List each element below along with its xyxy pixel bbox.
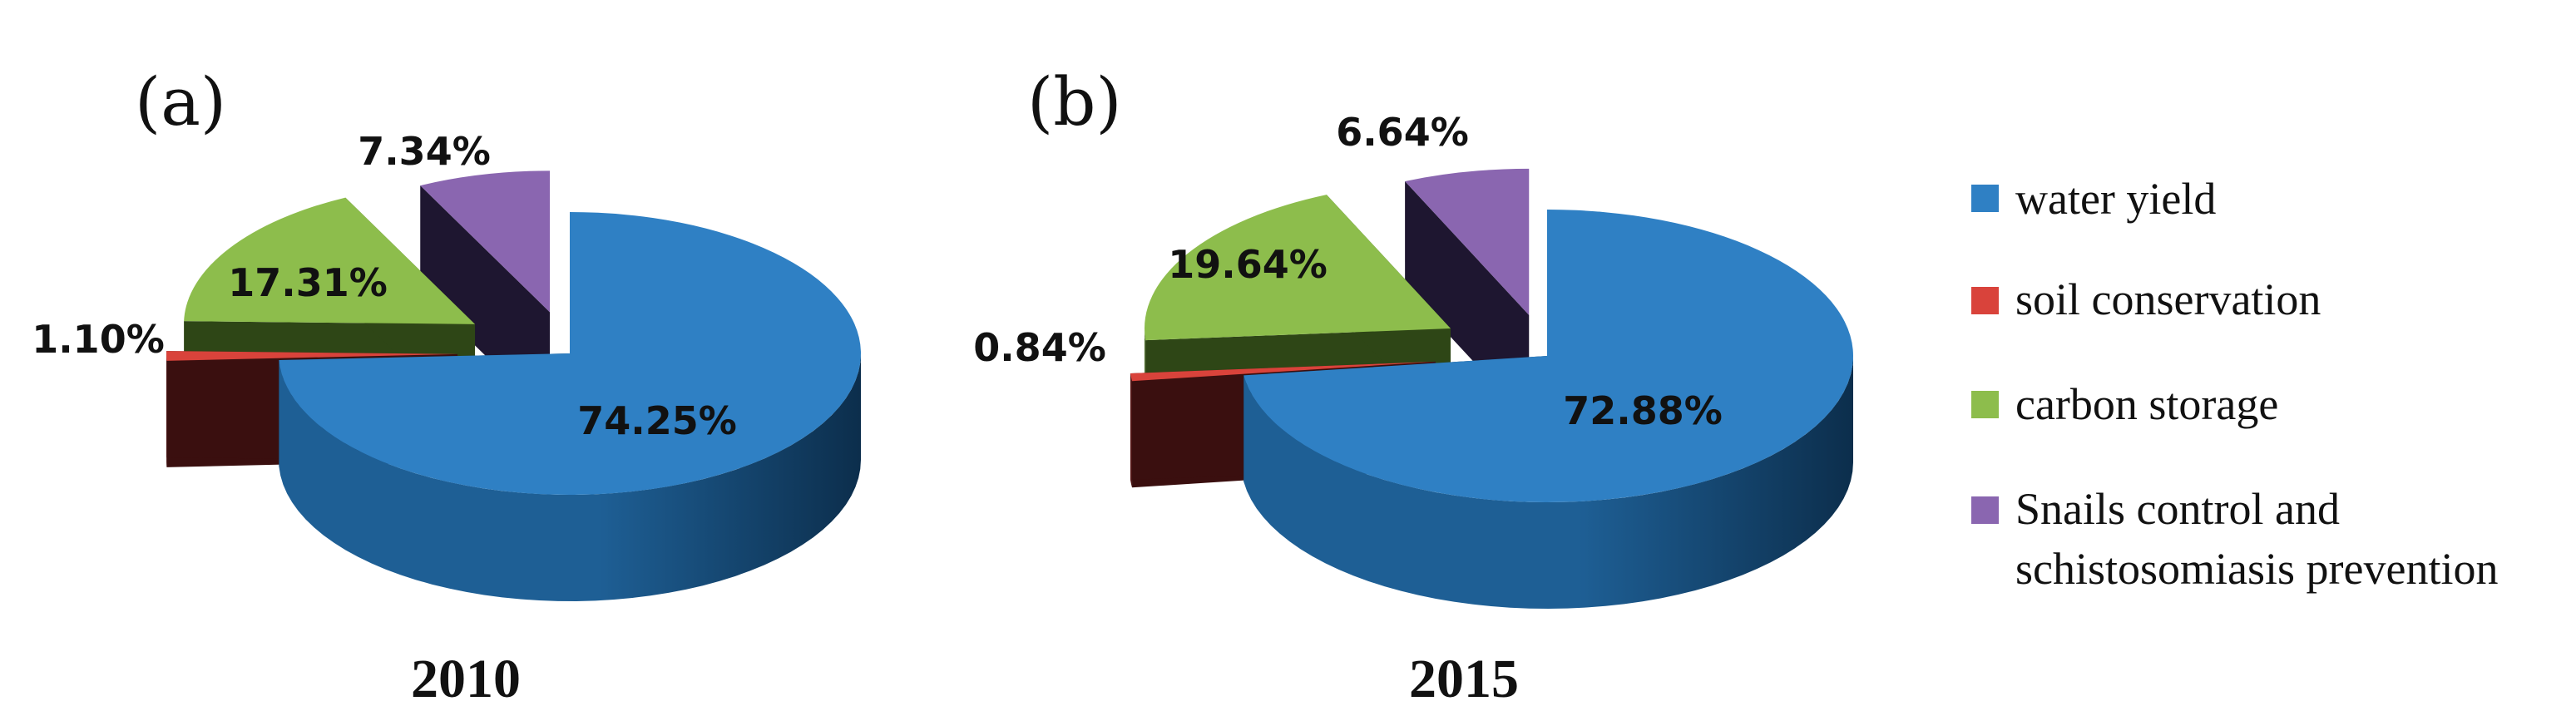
slice-soil-conservation-top xyxy=(166,351,458,361)
pie-chart-2015: 72.88% 0.84% 19.64% 6.64% xyxy=(973,110,1853,609)
value-label-water-yield: 74.25% xyxy=(577,398,737,443)
legend-label-soil-conservation: soil conservation xyxy=(2015,274,2321,324)
legend-swatch-carbon-storage xyxy=(1971,391,1999,418)
value-label-carbon-storage: 19.64% xyxy=(1168,242,1328,287)
year-label-2015: 2015 xyxy=(1409,649,1519,709)
year-label-2010: 2010 xyxy=(411,649,521,709)
slice-soil-conservation-top xyxy=(1130,361,1436,382)
legend-swatch-water-yield xyxy=(1971,185,1999,212)
value-label-soil-conservation: 1.10% xyxy=(32,317,165,362)
value-label-snails-control: 7.34% xyxy=(358,129,491,174)
value-label-soil-conservation: 0.84% xyxy=(973,325,1106,370)
legend-label-snails-control-line2: schistosomiasis prevention xyxy=(2015,544,2498,594)
slice-water-yield-top xyxy=(279,212,861,495)
legend: water yield soil conservation carbon sto… xyxy=(1971,174,2498,594)
slice-carbon-storage-top xyxy=(1144,195,1451,341)
slice-water-yield-top xyxy=(1244,210,1853,503)
panel-label-b: (b) xyxy=(1027,63,1122,141)
value-label-carbon-storage: 17.31% xyxy=(228,260,388,305)
legend-label-snails-control-line1: Snails control and xyxy=(2015,484,2340,534)
legend-label-water-yield: water yield xyxy=(2015,174,2216,224)
slice-snails-control-top xyxy=(420,170,551,313)
slice-water-yield-side xyxy=(1244,356,1853,609)
value-label-snails-control: 6.64% xyxy=(1336,110,1469,155)
legend-swatch-snails-control xyxy=(1971,496,1999,524)
legend-label-carbon-storage: carbon storage xyxy=(2015,379,2278,429)
value-label-water-yield: 72.88% xyxy=(1563,388,1723,433)
pie-chart-2010: 74.25% 1.10% 17.31% 7.34% xyxy=(32,129,861,601)
slice-water-yield xyxy=(279,212,861,601)
slice-water-yield xyxy=(1244,210,1853,609)
slice-carbon-storage-top xyxy=(184,197,476,324)
slice-soil-conservation-side xyxy=(1130,373,1133,488)
slice-snails-control-top xyxy=(1405,168,1530,315)
slice-water-yield-side xyxy=(279,353,861,601)
panel-label-a: (a) xyxy=(135,63,226,141)
legend-swatch-soil-conservation xyxy=(1971,287,1999,314)
